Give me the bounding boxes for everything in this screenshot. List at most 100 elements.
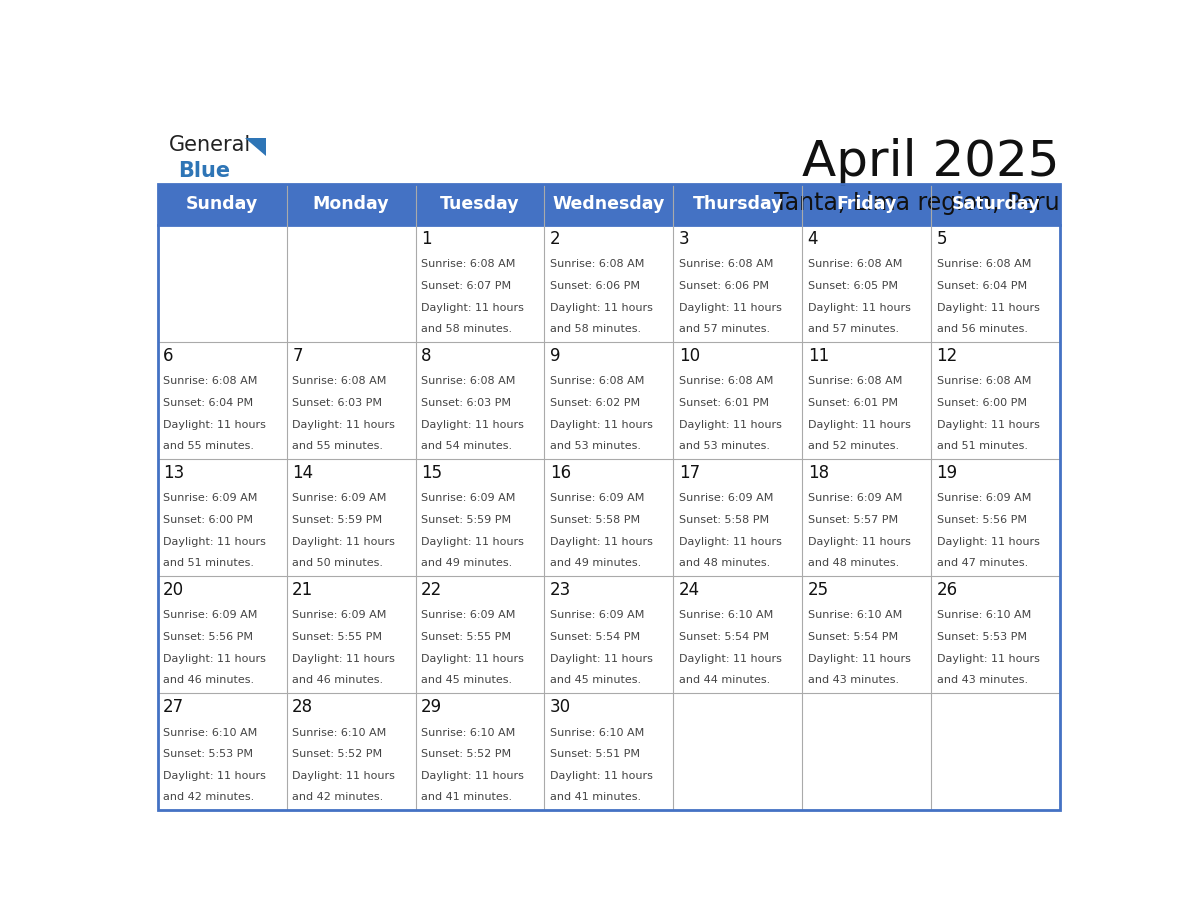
Text: Daylight: 11 hours: Daylight: 11 hours	[421, 303, 524, 313]
Text: Sunset: 6:01 PM: Sunset: 6:01 PM	[808, 398, 898, 408]
Text: 23: 23	[550, 581, 571, 599]
Text: Daylight: 11 hours: Daylight: 11 hours	[550, 537, 652, 547]
Text: Daylight: 11 hours: Daylight: 11 hours	[292, 420, 394, 430]
Text: 3: 3	[678, 230, 689, 248]
Text: Daylight: 11 hours: Daylight: 11 hours	[678, 303, 782, 313]
Text: Sunset: 5:56 PM: Sunset: 5:56 PM	[936, 515, 1026, 525]
Text: and 43 minutes.: and 43 minutes.	[936, 676, 1028, 686]
Text: and 55 minutes.: and 55 minutes.	[292, 442, 383, 452]
Text: 11: 11	[808, 347, 829, 364]
Text: Sunrise: 6:10 AM: Sunrise: 6:10 AM	[421, 728, 516, 737]
Text: Daylight: 11 hours: Daylight: 11 hours	[678, 654, 782, 664]
Text: Sunrise: 6:08 AM: Sunrise: 6:08 AM	[550, 259, 644, 269]
Text: Sunset: 5:54 PM: Sunset: 5:54 PM	[550, 633, 640, 642]
Text: Monday: Monday	[312, 196, 390, 213]
Text: and 45 minutes.: and 45 minutes.	[550, 676, 642, 686]
Text: Sunset: 6:02 PM: Sunset: 6:02 PM	[550, 398, 640, 408]
FancyBboxPatch shape	[158, 184, 1060, 225]
Text: Thursday: Thursday	[693, 196, 783, 213]
Text: Daylight: 11 hours: Daylight: 11 hours	[936, 420, 1040, 430]
Text: Sunrise: 6:08 AM: Sunrise: 6:08 AM	[808, 376, 902, 386]
Text: 7: 7	[292, 347, 303, 364]
Text: Daylight: 11 hours: Daylight: 11 hours	[550, 771, 652, 781]
Text: Sunrise: 6:08 AM: Sunrise: 6:08 AM	[421, 376, 516, 386]
Text: 15: 15	[421, 464, 442, 482]
Text: and 50 minutes.: and 50 minutes.	[292, 558, 383, 568]
Text: Sunrise: 6:09 AM: Sunrise: 6:09 AM	[678, 493, 773, 503]
Text: Sunset: 5:51 PM: Sunset: 5:51 PM	[550, 749, 640, 759]
Text: Sunset: 5:54 PM: Sunset: 5:54 PM	[678, 633, 769, 642]
Text: and 49 minutes.: and 49 minutes.	[550, 558, 642, 568]
Text: Sunrise: 6:09 AM: Sunrise: 6:09 AM	[292, 610, 386, 621]
Text: and 46 minutes.: and 46 minutes.	[292, 676, 384, 686]
Text: Sunrise: 6:09 AM: Sunrise: 6:09 AM	[550, 493, 644, 503]
Text: 22: 22	[421, 581, 442, 599]
Text: Daylight: 11 hours: Daylight: 11 hours	[678, 537, 782, 547]
Text: Sunset: 5:58 PM: Sunset: 5:58 PM	[678, 515, 769, 525]
Text: Daylight: 11 hours: Daylight: 11 hours	[163, 771, 266, 781]
Text: Sunrise: 6:09 AM: Sunrise: 6:09 AM	[808, 493, 902, 503]
Text: and 54 minutes.: and 54 minutes.	[421, 442, 512, 452]
Text: 14: 14	[292, 464, 314, 482]
Text: and 41 minutes.: and 41 minutes.	[421, 792, 512, 802]
Text: and 45 minutes.: and 45 minutes.	[421, 676, 512, 686]
Text: Sunrise: 6:10 AM: Sunrise: 6:10 AM	[936, 610, 1031, 621]
Text: and 49 minutes.: and 49 minutes.	[421, 558, 512, 568]
Text: Daylight: 11 hours: Daylight: 11 hours	[808, 654, 910, 664]
Text: Daylight: 11 hours: Daylight: 11 hours	[550, 654, 652, 664]
Text: 27: 27	[163, 698, 184, 716]
Text: 18: 18	[808, 464, 829, 482]
Text: Sunrise: 6:08 AM: Sunrise: 6:08 AM	[936, 259, 1031, 269]
Text: Sunset: 5:57 PM: Sunset: 5:57 PM	[808, 515, 898, 525]
Text: Sunrise: 6:09 AM: Sunrise: 6:09 AM	[163, 610, 258, 621]
Text: 17: 17	[678, 464, 700, 482]
Text: Sunset: 6:04 PM: Sunset: 6:04 PM	[936, 281, 1026, 291]
Text: and 58 minutes.: and 58 minutes.	[421, 324, 512, 334]
Text: 6: 6	[163, 347, 173, 364]
Text: and 53 minutes.: and 53 minutes.	[550, 442, 640, 452]
Text: Daylight: 11 hours: Daylight: 11 hours	[808, 303, 910, 313]
Text: 26: 26	[936, 581, 958, 599]
Text: Daylight: 11 hours: Daylight: 11 hours	[550, 303, 652, 313]
Text: 12: 12	[936, 347, 958, 364]
Text: Daylight: 11 hours: Daylight: 11 hours	[292, 771, 394, 781]
Text: 10: 10	[678, 347, 700, 364]
Text: and 57 minutes.: and 57 minutes.	[678, 324, 770, 334]
Polygon shape	[245, 139, 266, 156]
Text: 1: 1	[421, 230, 431, 248]
Text: Sunday: Sunday	[187, 196, 258, 213]
Text: Daylight: 11 hours: Daylight: 11 hours	[292, 654, 394, 664]
Text: Sunrise: 6:10 AM: Sunrise: 6:10 AM	[678, 610, 773, 621]
Text: 8: 8	[421, 347, 431, 364]
Text: and 53 minutes.: and 53 minutes.	[678, 442, 770, 452]
Text: Daylight: 11 hours: Daylight: 11 hours	[936, 303, 1040, 313]
Text: Sunset: 6:06 PM: Sunset: 6:06 PM	[678, 281, 769, 291]
Text: Friday: Friday	[836, 196, 897, 213]
Text: Sunrise: 6:10 AM: Sunrise: 6:10 AM	[163, 728, 258, 737]
Text: Daylight: 11 hours: Daylight: 11 hours	[163, 420, 266, 430]
Text: Daylight: 11 hours: Daylight: 11 hours	[936, 654, 1040, 664]
Text: 5: 5	[936, 230, 947, 248]
Text: and 48 minutes.: and 48 minutes.	[678, 558, 770, 568]
Text: and 55 minutes.: and 55 minutes.	[163, 442, 254, 452]
Text: Wednesday: Wednesday	[552, 196, 665, 213]
Text: Sunset: 6:07 PM: Sunset: 6:07 PM	[421, 281, 511, 291]
Text: and 42 minutes.: and 42 minutes.	[163, 792, 254, 802]
Text: and 51 minutes.: and 51 minutes.	[163, 558, 254, 568]
Text: 29: 29	[421, 698, 442, 716]
Text: Daylight: 11 hours: Daylight: 11 hours	[550, 420, 652, 430]
Text: Sunrise: 6:08 AM: Sunrise: 6:08 AM	[678, 259, 773, 269]
Text: 21: 21	[292, 581, 314, 599]
Text: Daylight: 11 hours: Daylight: 11 hours	[808, 420, 910, 430]
Text: General: General	[169, 135, 251, 155]
Text: and 46 minutes.: and 46 minutes.	[163, 676, 254, 686]
Text: Sunrise: 6:09 AM: Sunrise: 6:09 AM	[292, 493, 386, 503]
Text: Sunset: 5:52 PM: Sunset: 5:52 PM	[292, 749, 383, 759]
Text: Sunset: 6:00 PM: Sunset: 6:00 PM	[936, 398, 1026, 408]
Text: Daylight: 11 hours: Daylight: 11 hours	[421, 537, 524, 547]
Text: Saturday: Saturday	[952, 196, 1040, 213]
Text: and 48 minutes.: and 48 minutes.	[808, 558, 899, 568]
Text: Sunset: 6:03 PM: Sunset: 6:03 PM	[292, 398, 383, 408]
Text: Sunrise: 6:10 AM: Sunrise: 6:10 AM	[550, 728, 644, 737]
Text: and 41 minutes.: and 41 minutes.	[550, 792, 642, 802]
